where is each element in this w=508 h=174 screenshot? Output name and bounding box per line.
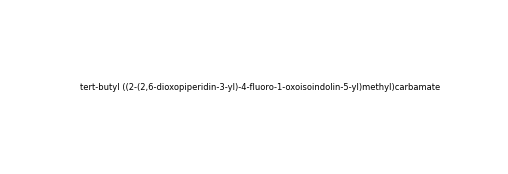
Text: tert-butyl ((2-(2,6-dioxopiperidin-3-yl)-4-fluoro-1-oxoisoindolin-5-yl)methyl)ca: tert-butyl ((2-(2,6-dioxopiperidin-3-yl)… <box>80 83 440 92</box>
